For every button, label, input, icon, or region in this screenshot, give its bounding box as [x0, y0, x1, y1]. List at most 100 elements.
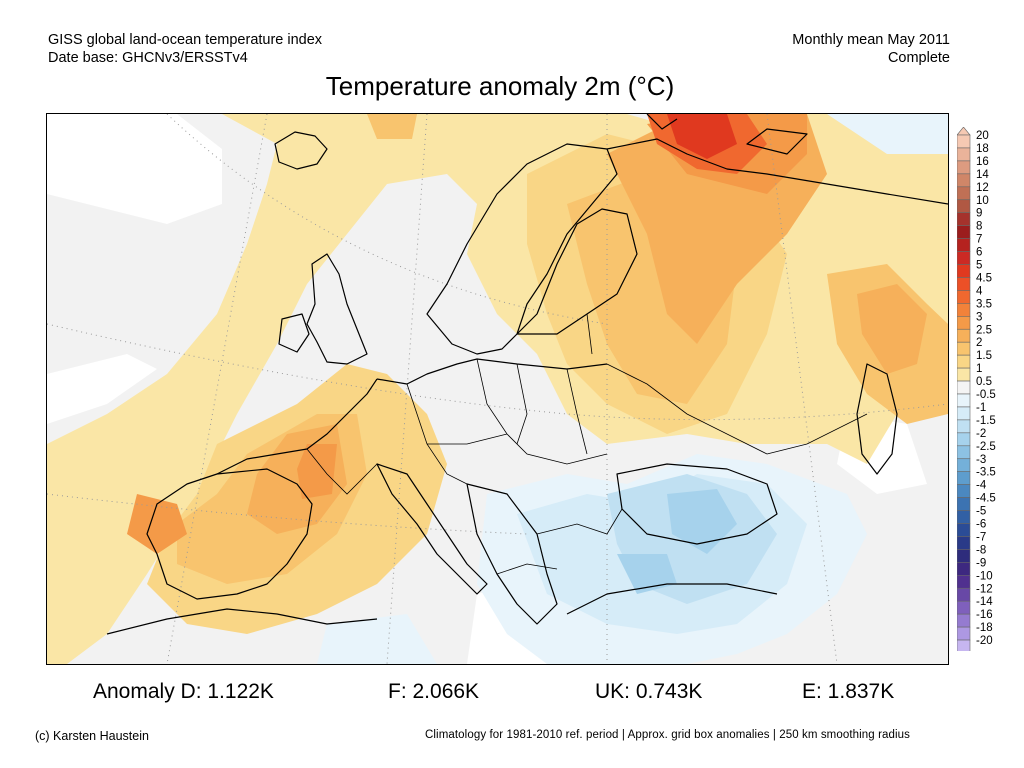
colorbar-tick-label: -2.5: [976, 441, 996, 453]
colorbar-tick-label: -8: [976, 544, 986, 556]
colorbar-tick-label: -20: [976, 635, 993, 647]
colorbar: 201816141210987654.543.532.521.510.5-0.5…: [957, 127, 996, 651]
colorbar-swatch: [957, 574, 971, 589]
anomaly-uk-stat: UK: 0.743K: [595, 680, 703, 703]
colorbar-swatch: [957, 445, 971, 460]
colorbar-tick-label: -4: [976, 480, 987, 492]
colorbar-swatch: [957, 199, 971, 213]
colorbar-swatch: [957, 639, 971, 651]
colorbar-tick-label: 1: [976, 363, 982, 375]
colorbar-swatch: [957, 277, 971, 291]
colorbar-tick-label: -6: [976, 519, 986, 531]
completeness-label: Complete: [887, 50, 950, 66]
colorbar-tick-label: 6: [976, 247, 982, 259]
colorbar-tick-label: -7: [976, 531, 986, 543]
colorbar-tick-label: -3.5: [976, 467, 996, 479]
colorbar-swatch: [957, 303, 971, 317]
anomaly-e-stat: E: 1.837K: [802, 680, 895, 703]
colorbar-swatch: [957, 613, 971, 628]
colorbar-swatch: [957, 251, 971, 265]
colorbar-swatch: [957, 380, 971, 395]
colorbar-swatch: [957, 316, 971, 330]
colorbar-tick-label: 18: [976, 143, 989, 155]
colorbar-tick-label: 1.5: [976, 350, 992, 362]
colorbar-swatch: [957, 147, 971, 162]
colorbar-tick-label: -1: [976, 402, 986, 414]
colorbar-tick-label: 3: [976, 311, 982, 323]
colorbar-tick-label: 5: [976, 260, 982, 272]
colorbar-tick-label: -4.5: [976, 493, 996, 505]
colorbar-tick-label: -3: [976, 454, 986, 466]
colorbar-swatch: [957, 510, 971, 524]
colorbar-swatch: [957, 587, 971, 602]
dataset-title: GISS global land-ocean temperature index: [48, 32, 323, 48]
colorbar-swatch: [957, 367, 971, 382]
database-label: Date base: GHCNv3/ERSSTv4: [48, 50, 248, 66]
warm-anomaly-zones: [47, 114, 948, 664]
colorbar-tick-label: 16: [976, 156, 989, 168]
colorbar-tick-label: 7: [976, 234, 982, 246]
colorbar-tick-label: 0.5: [976, 376, 992, 388]
colorbar-tick-label: 3.5: [976, 298, 992, 310]
colorbar-tick-label: -9: [976, 557, 986, 569]
colorbar-swatch: [957, 134, 971, 149]
colorbar-swatch: [957, 536, 971, 550]
colorbar-swatch: [957, 471, 971, 485]
colorbar-swatch: [957, 328, 971, 343]
period-label: Monthly mean May 2011: [792, 32, 950, 48]
header-right: Monthly mean May 2011 Complete: [792, 31, 950, 67]
colorbar-swatch: [957, 419, 971, 434]
colorbar-swatch: [957, 497, 971, 511]
colorbar-swatch: [957, 484, 971, 498]
colorbar-swatch: [957, 549, 971, 563]
colorbar-tick-label: 20: [976, 130, 989, 142]
colorbar-swatch: [957, 432, 971, 447]
copyright: (c) Karsten Haustein: [35, 729, 149, 743]
colorbar-tick-label: 9: [976, 208, 982, 220]
colorbar-swatch: [957, 341, 971, 356]
colorbar-swatch: [957, 406, 971, 421]
methodology-note: Climatology for 1981-2010 ref. period | …: [425, 729, 911, 741]
graticule: [47, 114, 948, 664]
colorbar-swatch: [957, 393, 971, 408]
colorbar-tick-label: -2: [976, 428, 986, 440]
colorbar-tick-label: -16: [976, 609, 993, 621]
colorbar-swatch: [957, 354, 971, 369]
colorbar-tick-label: -10: [976, 570, 993, 582]
header-left: GISS global land-ocean temperature index…: [48, 31, 322, 67]
colorbar-tick-label: 10: [976, 195, 989, 207]
colorbar-swatch: [957, 290, 971, 304]
colorbar-swatch: [957, 212, 971, 226]
colorbar-tick-label: -0.5: [976, 389, 996, 401]
colorbar-tick-label: -5: [976, 506, 986, 518]
colorbar-swatch: [957, 186, 971, 201]
map-title: Temperature anomaly 2m (°C): [325, 71, 675, 101]
colorbar-swatch: [957, 225, 971, 239]
anomaly-map: [47, 114, 948, 664]
colorbar-tick-label: -18: [976, 622, 993, 634]
colorbar-tick-label: -1.5: [976, 415, 996, 427]
cool-anomaly-zones: [317, 114, 948, 664]
coastlines: [106, 114, 948, 635]
map-panel: [46, 113, 949, 665]
colorbar-tick-label: 12: [976, 182, 989, 194]
colorbar-swatch: [957, 626, 971, 641]
colorbar-cap-top: [957, 127, 971, 136]
colorbar-swatch: [957, 523, 971, 537]
colorbar-swatch: [957, 458, 971, 472]
anomaly-d-stat: Anomaly D: 1.122K: [93, 680, 274, 703]
colorbar-swatch: [957, 562, 971, 576]
colorbar-tick-label: 4: [976, 285, 983, 297]
colorbar-swatch: [957, 238, 971, 252]
colorbar-swatch: [957, 600, 971, 615]
colorbar-tick-label: 4.5: [976, 272, 992, 284]
colorbar-tick-label: -14: [976, 596, 993, 608]
colorbar-tick-label: 8: [976, 221, 982, 233]
colorbar-swatch: [957, 264, 971, 278]
anomaly-f-stat: F: 2.066K: [388, 680, 480, 703]
country-borders: [306, 313, 868, 575]
colorbar-tick-label: -12: [976, 583, 993, 595]
colorbar-tick-label: 2.5: [976, 324, 992, 336]
colorbar-swatch: [957, 160, 971, 175]
colorbar-tick-label: 14: [976, 169, 989, 181]
